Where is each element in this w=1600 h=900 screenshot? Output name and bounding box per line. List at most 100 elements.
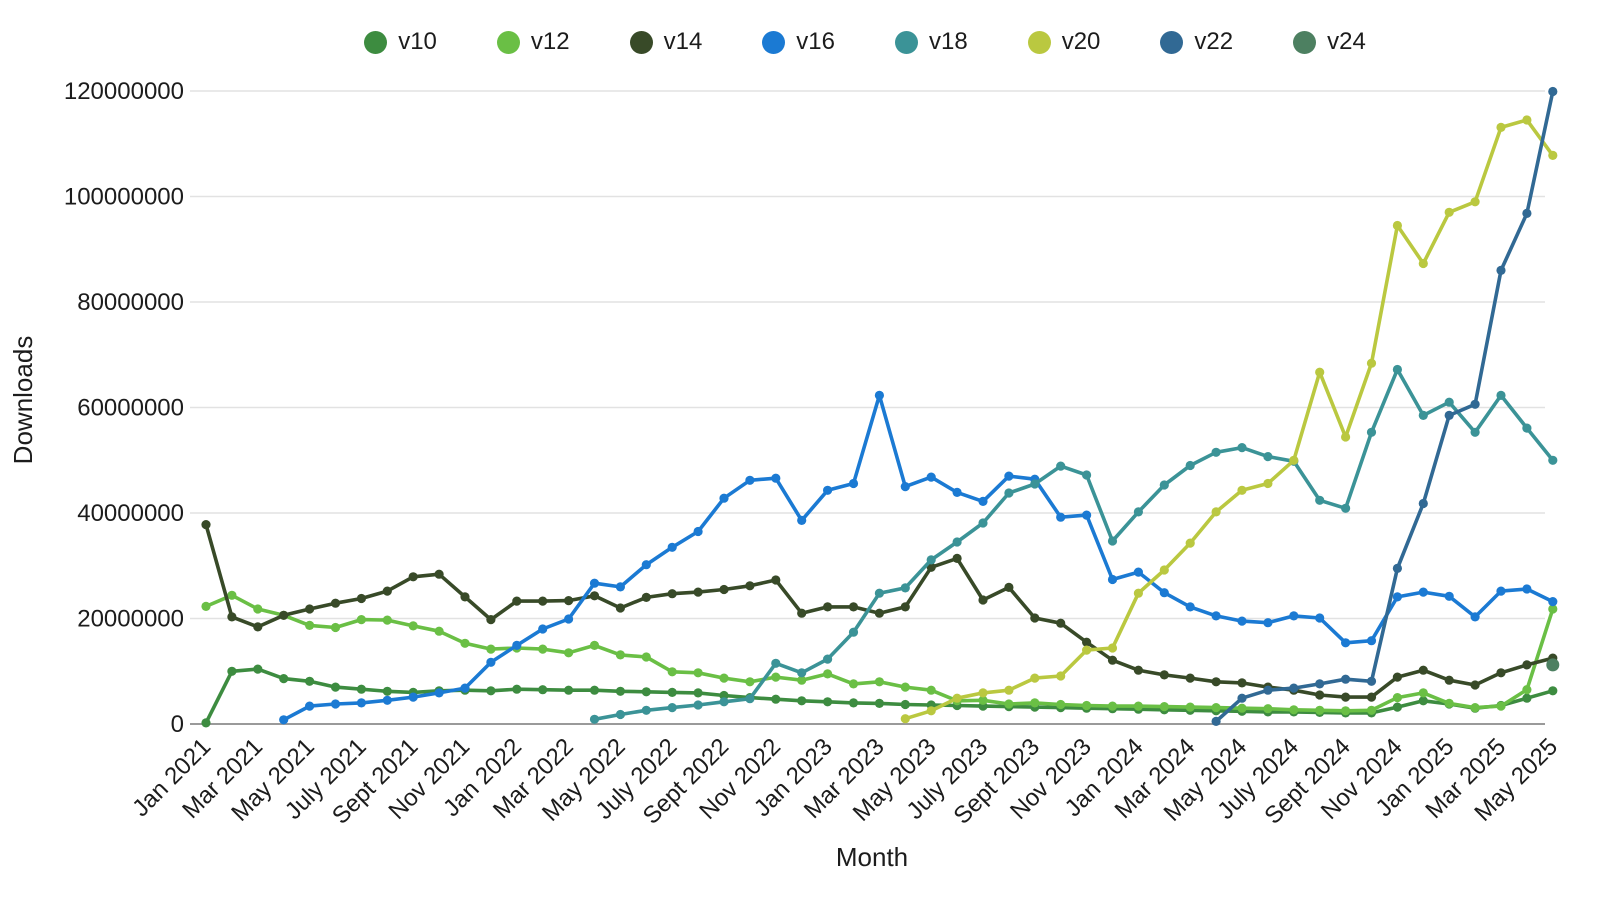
data-point-v12 [874,677,885,687]
data-point-v16 [615,582,626,592]
data-point-v14 [1211,677,1221,687]
data-point-v18 [1548,455,1558,465]
data-point-v14 [460,592,470,602]
data-point-v20 [1315,367,1325,377]
data-point-v22 [1211,716,1221,727]
data-point-v10 [797,696,807,706]
data-point-v16 [1056,512,1066,522]
data-point-v10 [382,686,392,696]
data-point-v18 [1133,507,1143,517]
data-point-v14 [1030,613,1040,623]
legend-item-v22[interactable]: v22 [1160,28,1233,56]
data-point-v20 [1056,671,1066,681]
data-point-v12 [1444,698,1454,709]
data-point-v10 [486,686,496,696]
data-point-v16 [823,485,833,495]
data-point-v12 [615,650,626,660]
data-point-v12 [1496,701,1506,711]
data-point-v14 [1185,673,1195,683]
series-line-v16 [281,393,1555,722]
data-point-v14 [900,602,910,612]
data-point-v18 [823,654,833,664]
data-point-v12 [1133,701,1143,711]
legend-item-v12[interactable]: v12 [496,28,570,56]
y-tick-label: 0 [171,711,184,738]
legend-item-v20[interactable]: v20 [1027,28,1100,56]
data-point-v16 [1159,588,1169,598]
data-point-v18 [1030,479,1040,489]
data-point-v16 [1263,618,1273,628]
data-point-v20 [1082,645,1092,655]
data-point-v14 [1004,582,1014,593]
data-point-v10 [512,684,522,694]
legend-label: v12 [530,28,570,55]
legend-item-v24[interactable]: v24 [1293,28,1366,56]
data-point-v12 [305,620,315,631]
data-point-v20 [1418,258,1428,269]
data-point-v14 [848,602,859,612]
data-point-v14 [1496,668,1506,678]
data-point-v12 [434,626,444,636]
data-point-v12 [356,615,366,625]
data-point-v18 [1107,536,1118,546]
data-point-v14 [641,592,651,603]
legend-item-v10[interactable]: v10 [364,28,437,56]
data-point-v16 [486,657,496,667]
data-point-v10 [330,682,341,692]
data-point-v14 [667,589,677,599]
data-point-v20 [1004,685,1014,695]
data-point-v18 [1185,460,1195,471]
data-point-v14 [719,584,729,595]
data-point-v22 [1263,685,1273,695]
data-point-v16 [382,695,392,705]
data-point-v18 [693,700,703,710]
legend-item-v16[interactable]: v16 [762,28,835,56]
data-point-v22 [1444,410,1454,420]
data-point-v18 [589,714,600,724]
data-point-v16 [667,542,677,552]
data-point-v12 [1107,701,1118,711]
data-point-v16 [1107,574,1118,585]
data-point-v16 [771,473,781,483]
y-tick-label: 100000000 [64,184,184,211]
legend-item-v18[interactable]: v18 [895,28,968,56]
data-point-v20 [978,688,988,698]
data-point-v14 [1444,675,1454,685]
data-point-v20 [1159,565,1169,575]
legend-dot-icon [1027,30,1051,54]
data-point-v22 [1392,563,1402,574]
data-point-v22 [1548,86,1558,97]
data-point-v10 [641,687,651,697]
series-line-v18 [592,367,1555,722]
data-point-v18 [1237,443,1247,453]
data-point-v16 [1211,611,1221,621]
data-point-v16 [874,390,885,400]
data-point-v10 [253,664,263,674]
data-point-v12 [589,640,600,651]
data-point-v16 [1237,616,1247,626]
data-point-v14 [615,603,626,613]
data-point-v12 [1004,699,1014,709]
data-point-v12 [1030,698,1040,708]
data-point-v12 [745,677,755,687]
y-tick-label: 120000000 [64,78,184,105]
legend-dot-icon [1293,30,1317,54]
legend-item-v14[interactable]: v14 [629,28,702,56]
data-point-v16 [719,493,729,503]
data-point-v16 [1341,638,1351,648]
data-point-v18 [1159,480,1169,490]
data-point-v14 [797,608,807,618]
data-point-v12 [978,695,988,705]
data-point-v12 [538,644,548,654]
data-point-v12 [1522,685,1532,695]
data-point-v16 [1082,510,1092,520]
data-point-v18 [1418,410,1428,420]
data-point-v16 [1392,592,1402,602]
data-point-v16 [512,640,522,651]
data-point-v10 [1418,696,1428,706]
y-tick-label: 80000000 [77,289,184,316]
data-point-v12 [1082,700,1092,711]
data-point-v12 [1341,706,1351,716]
data-point-v18 [719,697,729,707]
series-line-v20 [903,118,1555,721]
